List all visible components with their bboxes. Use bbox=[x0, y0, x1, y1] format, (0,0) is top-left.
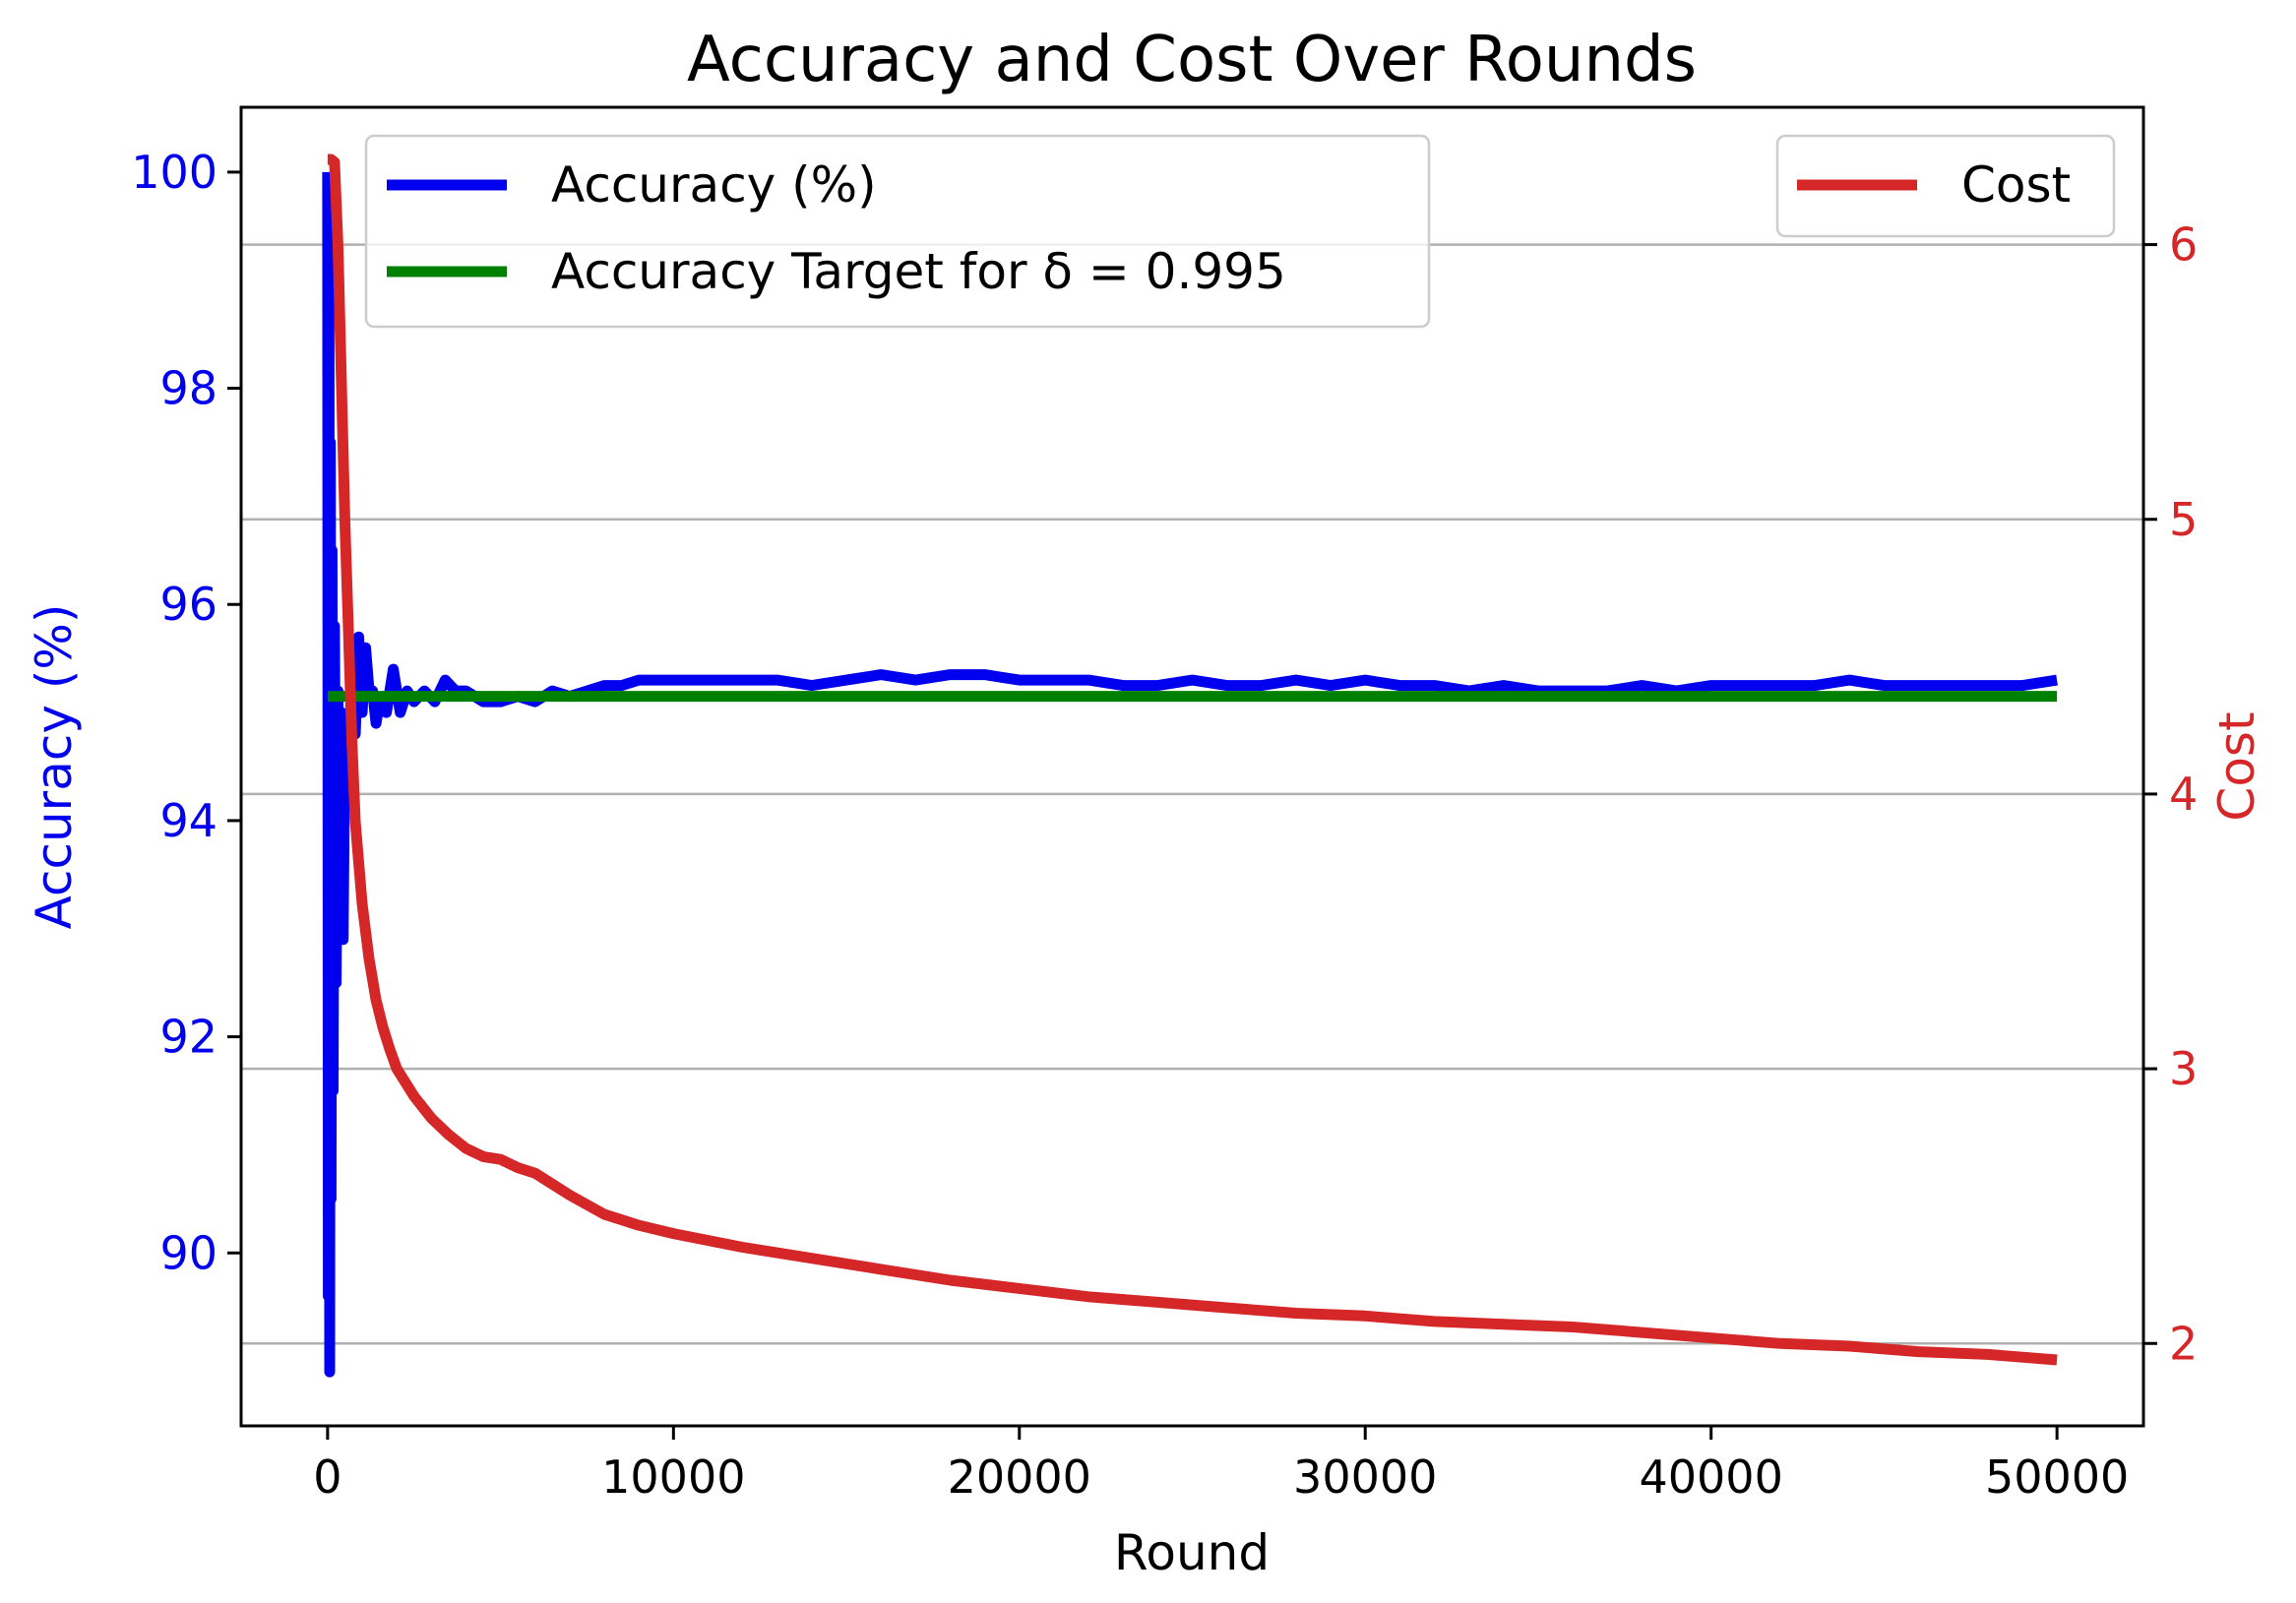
chart-title: Accuracy and Cost Over Rounds bbox=[687, 24, 1697, 96]
x-tick-label: 10000 bbox=[601, 1450, 745, 1504]
series-layer bbox=[322, 154, 2058, 1378]
x-tick-label: 30000 bbox=[1293, 1450, 1437, 1504]
legend-left: Accuracy (%) Accuracy Target for δ = 0.9… bbox=[364, 134, 1431, 329]
x-axis: 0 10000 20000 30000 40000 50000 bbox=[313, 1426, 2129, 1504]
series-cost-line bbox=[325, 154, 2058, 1366]
y-right-tick-label: 5 bbox=[2169, 493, 2198, 546]
y-right-tick-label: 4 bbox=[2169, 768, 2198, 821]
legend-accuracy-label: Accuracy (%) bbox=[551, 156, 877, 214]
y-axis-left: 90 92 94 96 98 100 bbox=[131, 146, 241, 1279]
y-axis-right-title: Cost bbox=[2208, 711, 2265, 821]
y-left-tick-label: 94 bbox=[159, 794, 217, 847]
y-left-tick-label: 90 bbox=[159, 1226, 217, 1279]
legend-right: Cost bbox=[1775, 134, 2116, 238]
x-axis-title: Round bbox=[1114, 1524, 1270, 1581]
y-right-tick-label: 3 bbox=[2169, 1042, 2198, 1095]
y-axis-right: 2 3 4 5 6 bbox=[2143, 218, 2198, 1370]
legend-target-label: Accuracy Target for δ = 0.995 bbox=[551, 243, 1286, 300]
plot-frame bbox=[239, 105, 2145, 1428]
y-left-tick-label: 92 bbox=[159, 1011, 217, 1064]
legend-left-box bbox=[364, 134, 1431, 329]
legend-cost-label: Cost bbox=[1961, 156, 2071, 214]
y-left-tick-label: 98 bbox=[159, 362, 217, 415]
y-right-tick-label: 6 bbox=[2169, 218, 2198, 272]
x-tick-label: 20000 bbox=[948, 1450, 1091, 1504]
x-tick-label: 50000 bbox=[1985, 1450, 2129, 1504]
y-left-tick-label: 96 bbox=[159, 578, 217, 631]
legend-right-box bbox=[1775, 134, 2116, 238]
y-left-tick-label: 100 bbox=[131, 146, 217, 199]
y-right-tick-label: 2 bbox=[2169, 1317, 2198, 1370]
y-axis-left-title: Accuracy (%) bbox=[26, 604, 83, 930]
x-tick-label: 40000 bbox=[1640, 1450, 1783, 1504]
x-tick-label: 0 bbox=[313, 1450, 341, 1504]
